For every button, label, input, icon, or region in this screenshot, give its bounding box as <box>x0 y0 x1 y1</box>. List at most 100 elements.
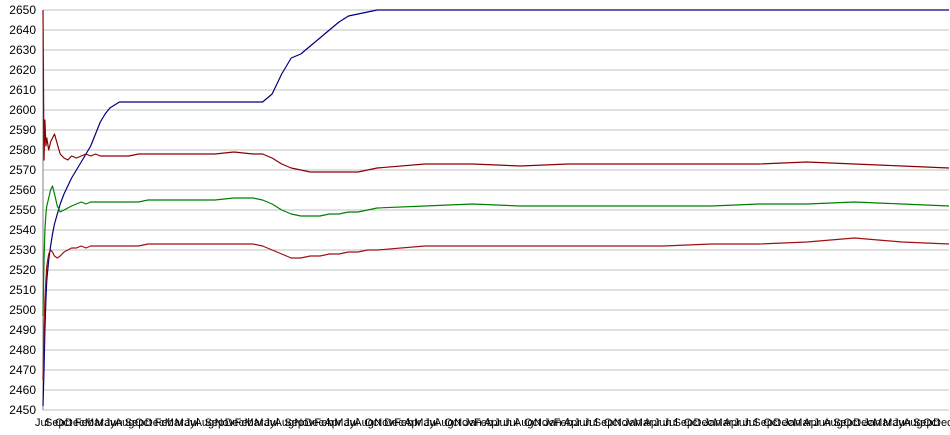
x-tick-label: Jul <box>265 417 279 429</box>
x-tick-label: Jul <box>504 417 518 429</box>
x-tick-label: Jun <box>893 417 911 429</box>
x-tick-label: Dec <box>773 417 793 429</box>
x-tick-label: Dec <box>933 417 950 429</box>
x-tick-label: Oct <box>444 417 461 429</box>
x-tick-label: Nov <box>454 417 474 429</box>
x-tick-label: Oct <box>364 417 381 429</box>
x-tick-label: Nov <box>215 417 235 429</box>
x-tick-label: Aug <box>354 417 374 429</box>
series-line-1 <box>42 9 949 407</box>
x-tick-label: Sep <box>594 417 614 429</box>
series-lines <box>42 9 950 407</box>
x-tick-label: Sep <box>205 417 225 429</box>
x-tick-label: Jun <box>494 417 512 429</box>
y-tick-label: 2570 <box>9 163 36 177</box>
x-tick-label: Nov <box>374 417 394 429</box>
y-tick-label: 2640 <box>9 23 36 37</box>
x-axis: JulSepOctDecFebMarMayJunAugSepOctDecFebM… <box>35 417 950 429</box>
y-tick-label: 2500 <box>9 303 36 317</box>
x-tick-label: Apr <box>724 417 741 429</box>
x-tick-label: Sep <box>125 417 145 429</box>
y-tick-label: 2590 <box>9 123 36 137</box>
x-tick-label: Dec <box>65 417 85 429</box>
x-tick-label: Jul <box>344 417 358 429</box>
x-tick-label: Jul <box>424 417 438 429</box>
y-tick-label: 2630 <box>9 43 36 57</box>
x-tick-label: May <box>414 417 435 429</box>
x-tick-label: Feb <box>394 417 413 429</box>
x-tick-label: May <box>255 417 276 429</box>
x-tick-label: Feb <box>75 417 94 429</box>
x-tick-label: Oct <box>524 417 541 429</box>
x-tick-label: Apr <box>803 417 820 429</box>
x-tick-label: Feb <box>474 417 493 429</box>
grid-lines <box>43 9 949 411</box>
series-line-2 <box>42 9 950 173</box>
x-tick-label: Dec <box>304 417 324 429</box>
x-tick-label: Apr <box>484 417 501 429</box>
x-tick-label: Aug <box>514 417 534 429</box>
x-tick-label: Oct <box>604 417 621 429</box>
y-tick-label: 2580 <box>9 143 36 157</box>
x-tick-label: Feb <box>235 417 254 429</box>
x-tick-label: Feb <box>314 417 333 429</box>
x-tick-label: Aug <box>115 417 135 429</box>
x-tick-label: Nov <box>534 417 554 429</box>
x-tick-label: Jan <box>783 417 801 429</box>
x-tick-label: Apr <box>404 417 421 429</box>
x-tick-label: Apr <box>564 417 581 429</box>
x-tick-label: Jul <box>185 417 199 429</box>
x-tick-label: Jul <box>584 417 598 429</box>
x-tick-label: Jul <box>664 417 678 429</box>
x-tick-label: Jun <box>574 417 592 429</box>
x-tick-label: Jul <box>35 417 49 429</box>
x-tick-label: Mar <box>873 417 892 429</box>
x-tick-label: Oct <box>763 417 780 429</box>
x-tick-label: Jun <box>733 417 751 429</box>
y-tick-label: 2620 <box>9 63 36 77</box>
x-tick-label: Feb <box>554 417 573 429</box>
x-tick-label: Mar <box>165 417 184 429</box>
x-tick-label: Jun <box>654 417 672 429</box>
x-tick-label: Oct <box>843 417 860 429</box>
x-tick-label: Dec <box>145 417 165 429</box>
y-tick-label: 2600 <box>9 103 36 117</box>
x-tick-label: Oct <box>135 417 152 429</box>
x-tick-label: Sep <box>913 417 933 429</box>
x-tick-label: Aug <box>434 417 454 429</box>
x-tick-label: Mar <box>634 417 653 429</box>
y-tick-label: 2540 <box>9 223 36 237</box>
x-tick-label: Aug <box>275 417 295 429</box>
x-tick-label: Sep <box>45 417 65 429</box>
x-tick-label: May <box>883 417 904 429</box>
x-tick-label: Mar <box>85 417 104 429</box>
x-tick-label: Jul <box>743 417 757 429</box>
x-tick-label: Oct <box>55 417 72 429</box>
x-tick-label: Oct <box>684 417 701 429</box>
x-tick-label: Jun <box>813 417 831 429</box>
x-tick-label: Mar <box>793 417 812 429</box>
x-tick-label: Nov <box>294 417 314 429</box>
x-tick-label: Apr <box>324 417 341 429</box>
x-tick-label: May <box>95 417 116 429</box>
x-tick-label: Dec <box>384 417 404 429</box>
x-tick-label: Mar <box>714 417 733 429</box>
x-tick-label: Mar <box>245 417 264 429</box>
y-tick-label: 2450 <box>9 403 36 417</box>
x-tick-label: Jan <box>544 417 562 429</box>
y-tick-label: 2460 <box>9 383 36 397</box>
x-tick-label: Aug <box>195 417 215 429</box>
x-tick-label: Dec <box>853 417 873 429</box>
x-tick-label: Sep <box>833 417 853 429</box>
y-tick-label: 2530 <box>9 243 36 257</box>
x-tick-label: Sep <box>674 417 694 429</box>
y-tick-label: 2490 <box>9 323 36 337</box>
series-line-4 <box>42 237 950 381</box>
y-tick-label: 2560 <box>9 183 36 197</box>
x-tick-label: Sep <box>753 417 773 429</box>
x-tick-label: Dec <box>225 417 245 429</box>
series-line-3 <box>42 185 950 317</box>
x-tick-label: Apr <box>644 417 661 429</box>
x-tick-label: May <box>175 417 196 429</box>
